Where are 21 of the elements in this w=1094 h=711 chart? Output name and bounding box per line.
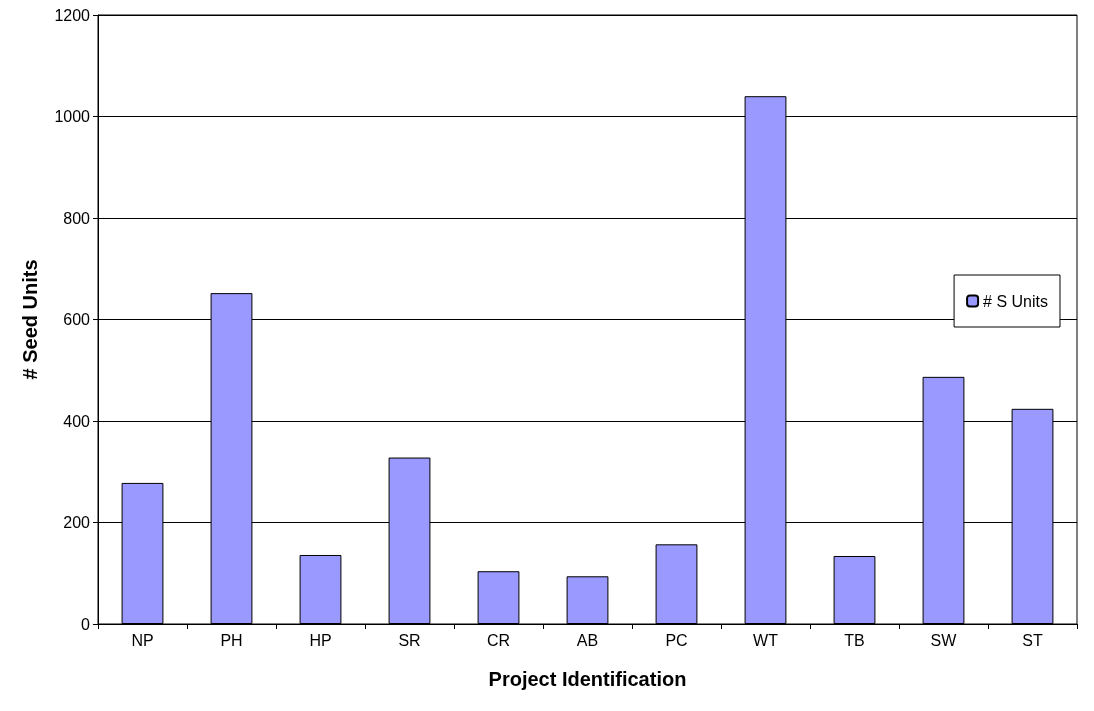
y-tick-label: 200	[63, 514, 91, 531]
x-axis-title: Project Identification	[488, 668, 687, 690]
x-tick-label: WT	[753, 631, 779, 649]
legend-label: # S Units	[983, 292, 1049, 310]
y-tick-label: 1000	[54, 108, 91, 125]
x-tick-label: SR	[398, 631, 421, 649]
y-tick-label: 600	[63, 311, 91, 328]
x-tick-label: SW	[930, 631, 958, 649]
y-tick-label: 800	[63, 209, 91, 227]
y-tick-label: 1200	[54, 6, 91, 24]
x-tick-label: TB	[844, 631, 865, 649]
x-tick-label: AB	[576, 631, 599, 649]
x-tick-label: NP	[131, 631, 154, 649]
y-tick-label: 400	[63, 412, 91, 430]
y-axis-title: # Seed Units	[19, 259, 41, 380]
x-tick-label: ST	[1022, 631, 1043, 649]
x-tick-label: PH	[220, 631, 243, 649]
x-tick-label: CR	[486, 631, 511, 649]
y-tick-label: 0	[81, 615, 91, 633]
x-tick-label: HP	[309, 631, 332, 649]
x-tick-label: PC	[665, 631, 688, 649]
